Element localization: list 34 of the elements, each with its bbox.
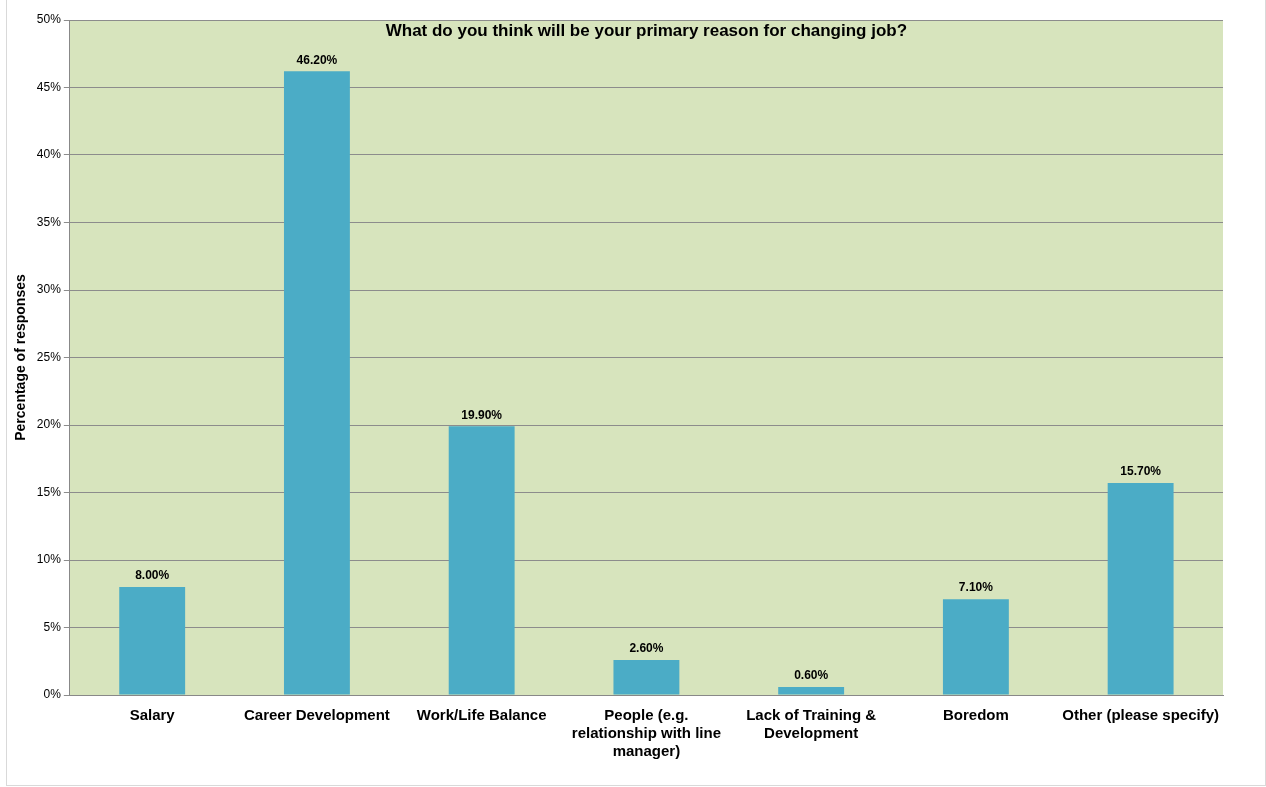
data-label: 15.70%: [1120, 464, 1162, 479]
y-tick-label: 20%: [36, 417, 62, 432]
y-tick-label: 0%: [43, 687, 62, 702]
y-tick-label: 35%: [36, 214, 62, 229]
data-label: 8.00%: [135, 568, 170, 583]
bar: [778, 686, 845, 695]
x-tick-label: Boredom: [942, 706, 1009, 724]
x-tick-label: People (e.g. relationship with line manager): [571, 706, 721, 760]
y-tick-label: 15%: [36, 484, 62, 499]
x-tick-label: Work/Life Balance: [416, 706, 547, 724]
y-tick-label: 45%: [36, 79, 62, 94]
y-tick-label: 25%: [36, 349, 62, 364]
x-tick-label: Lack of Training & Development: [746, 706, 877, 742]
y-tick-label: 30%: [36, 282, 62, 297]
data-label: 46.20%: [296, 52, 338, 67]
bar: [119, 587, 186, 695]
bar: [448, 426, 515, 695]
bar: [942, 599, 1009, 695]
y-tick-label: 10%: [36, 552, 62, 567]
x-tick-label: Other (please specify): [1062, 706, 1219, 724]
bar: [613, 659, 680, 695]
y-axis-title: Percentage of responses: [12, 274, 29, 441]
bar: [1107, 483, 1174, 695]
data-label: 19.90%: [461, 407, 503, 422]
data-label: 0.60%: [794, 668, 829, 683]
bar: [283, 71, 350, 695]
x-tick-label: Career Development: [243, 706, 390, 724]
data-label: 2.60%: [629, 641, 664, 656]
y-tick-label: 50%: [36, 12, 62, 27]
data-label: 7.10%: [958, 580, 994, 595]
chart-title: What do you think will be your primary reason for changing job?: [385, 21, 908, 41]
y-tick-label: 40%: [36, 147, 62, 162]
x-tick-label: Salary: [129, 706, 176, 724]
y-tick-label: 5%: [43, 619, 62, 634]
